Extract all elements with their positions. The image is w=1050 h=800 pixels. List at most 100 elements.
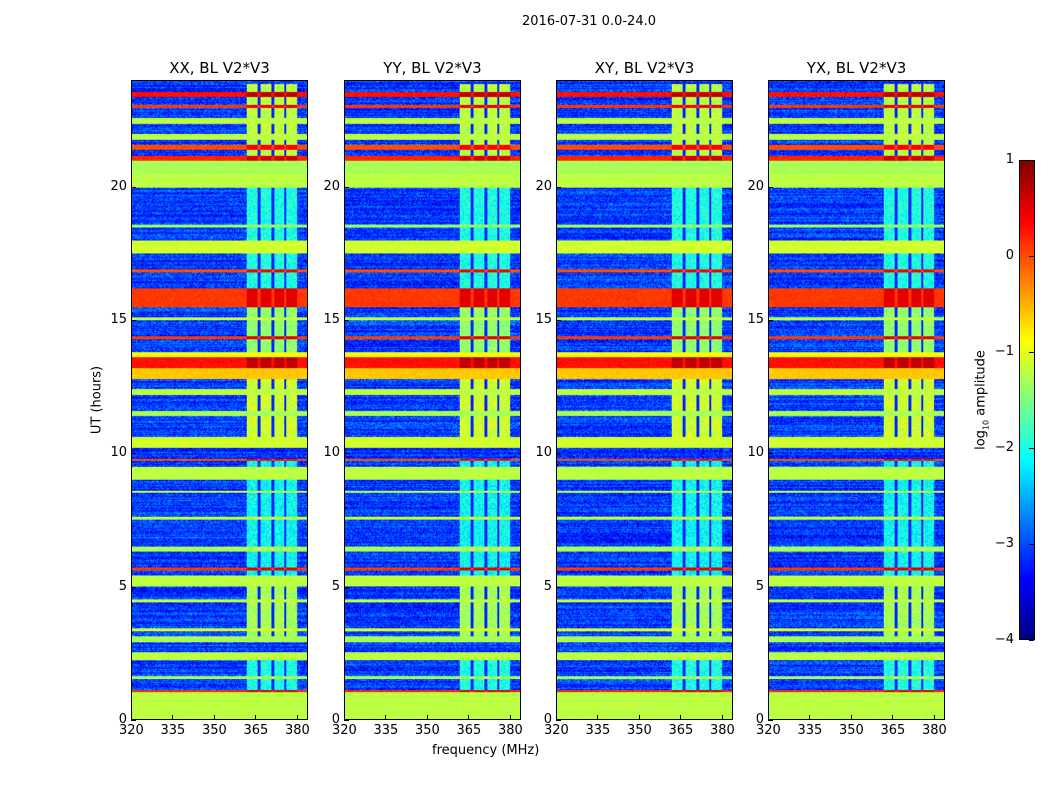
x-tick-label: 380: [497, 723, 523, 738]
x-tick: [768, 715, 769, 720]
y-tick-label: 5: [543, 578, 552, 594]
y-tick: [768, 320, 773, 321]
x-tick: [933, 715, 935, 720]
y-tick-label: 5: [331, 578, 340, 594]
y-tick: [768, 586, 773, 588]
colorbar-tick-label: −3: [994, 536, 1014, 551]
heatmap-image: [557, 81, 732, 719]
y-tick-label: 15: [110, 312, 127, 327]
x-tick: [255, 715, 257, 720]
y-tick-label: 5: [755, 578, 764, 594]
panel-title: XX, BL V2*V3: [169, 59, 270, 77]
heatmap-image: [345, 81, 520, 719]
x-tick: [468, 715, 470, 720]
x-tick-label: 335: [160, 723, 186, 738]
figure-title: 2016-07-31 0.0-24.0: [522, 14, 656, 29]
colorbar-label-rest: amplitude: [973, 350, 989, 420]
y-tick-label: 0: [543, 712, 552, 727]
x-axis-label: frequency (MHz): [432, 743, 540, 758]
y-tick-label: 10: [110, 445, 127, 461]
colorbar-label-sub: 10: [981, 419, 991, 431]
heatmap-panel: [344, 80, 521, 720]
x-tick: [680, 715, 682, 720]
colorbar-tick-label: 0: [1005, 248, 1014, 263]
x-tick-label: 335: [585, 723, 611, 738]
x-tick: [809, 715, 811, 720]
x-tick-label: 320: [119, 723, 144, 738]
y-tick-label: 20: [323, 178, 340, 194]
x-tick-label: 350: [626, 723, 652, 738]
panel-title: XY, BL V2*V3: [594, 59, 695, 77]
y-tick: [131, 453, 136, 455]
colorbar-tick: [1029, 256, 1034, 257]
y-tick: [344, 186, 349, 188]
colorbar-label: log10 amplitude: [974, 350, 991, 450]
colorbar-label-main: log: [973, 430, 989, 450]
colorbar-tick-label: 1: [1005, 152, 1014, 167]
x-tick-label: 320: [756, 723, 781, 738]
y-tick: [556, 586, 561, 588]
y-tick: [131, 320, 136, 321]
heatmap-panel: [768, 80, 945, 720]
y-tick: [344, 320, 349, 321]
x-tick: [556, 715, 557, 720]
colorbar-tick-label: −1: [994, 344, 1014, 359]
x-tick-label: 365: [243, 723, 269, 738]
panel-title: YX, BL V2*V3: [806, 59, 907, 77]
x-tick-label: 350: [201, 723, 227, 738]
y-tick: [556, 453, 561, 455]
colorbar-tick: [1029, 448, 1034, 449]
x-tick: [172, 715, 174, 720]
x-tick: [385, 715, 387, 720]
colorbar-tick: [1029, 544, 1034, 545]
y-tick-label: 15: [535, 312, 552, 327]
heatmap-panel: [131, 80, 308, 720]
y-tick: [131, 720, 136, 721]
x-tick-label: 335: [373, 723, 399, 738]
x-tick-label: 380: [921, 723, 947, 738]
x-tick-label: 380: [709, 723, 735, 738]
x-tick: [892, 715, 894, 720]
x-tick: [597, 715, 599, 720]
y-tick: [768, 453, 773, 455]
y-tick: [131, 186, 136, 188]
x-tick: [721, 715, 723, 720]
x-tick: [638, 715, 640, 720]
y-tick-label: 15: [747, 312, 764, 327]
colorbar-tick: [1029, 352, 1034, 353]
colorbar: [1019, 160, 1035, 640]
colorbar-tick-label: −2: [994, 440, 1014, 455]
x-tick-label: 365: [880, 723, 906, 738]
heatmap-image: [132, 81, 307, 719]
y-tick: [768, 186, 773, 188]
y-tick: [556, 186, 561, 188]
y-tick-label: 10: [323, 445, 340, 461]
y-tick-label: 15: [323, 312, 340, 327]
x-tick: [850, 715, 852, 720]
y-tick: [768, 720, 773, 721]
heatmap-panel: [556, 80, 733, 720]
y-tick: [344, 586, 349, 588]
x-tick-label: 335: [797, 723, 823, 738]
panel-title: YY, BL V2*V3: [383, 59, 482, 77]
heatmap-image: [769, 81, 944, 719]
y-tick-label: 20: [747, 178, 764, 194]
x-tick-label: 320: [332, 723, 357, 738]
y-tick-label: 0: [331, 712, 340, 727]
y-tick-label: 20: [535, 178, 552, 194]
y-axis-label: UT (hours): [89, 365, 105, 435]
x-tick: [509, 715, 511, 720]
x-tick-label: 365: [668, 723, 694, 738]
y-tick: [344, 720, 349, 721]
colorbar-tick-label: −4: [994, 632, 1014, 647]
x-tick-label: 365: [456, 723, 482, 738]
colorbar-tick: [1029, 160, 1034, 161]
y-tick: [556, 720, 561, 721]
x-tick-label: 350: [838, 723, 864, 738]
colorbar-tick: [1029, 640, 1034, 641]
x-tick: [426, 715, 428, 720]
x-tick-label: 380: [284, 723, 310, 738]
x-tick: [296, 715, 298, 720]
x-tick: [213, 715, 215, 720]
y-tick-label: 5: [118, 578, 127, 594]
